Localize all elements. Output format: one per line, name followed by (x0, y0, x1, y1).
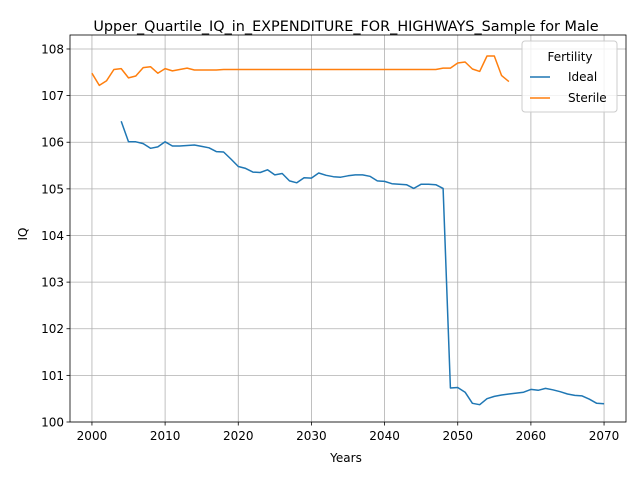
y-tick-label: 105 (41, 182, 64, 196)
y-tick-label: 102 (41, 322, 64, 336)
x-tick-label: 2000 (77, 429, 108, 443)
y-tick-label: 101 (41, 369, 64, 383)
x-tick-label: 2030 (296, 429, 327, 443)
series-line-ideal (120, 121, 605, 406)
x-tick-label: 2070 (589, 429, 620, 443)
plot-area-frame (69, 34, 627, 423)
legend: Fertility Ideal Sterile (521, 40, 618, 113)
x-axis-ticks: 2000 2010 2020 2030 2040 2050 2060 2070 (77, 422, 620, 443)
x-tick-label: 2010 (150, 429, 181, 443)
legend-box (521, 40, 618, 113)
chart-title: Upper_Quartile_IQ_in_EXPENDITURE_FOR_HIG… (93, 19, 598, 35)
x-tick-label: 2050 (442, 429, 473, 443)
y-tick-label: 106 (41, 136, 64, 150)
y-axis-ticks: 100 101 102 103 104 105 106 107 108 (41, 42, 70, 430)
x-axis-label: Years (329, 451, 362, 465)
x-tick-label: 2040 (369, 429, 400, 443)
x-tick-label: 2060 (516, 429, 547, 443)
legend-label-sterile: Sterile (568, 91, 607, 105)
y-tick-label: 100 (41, 416, 64, 430)
y-tick-label: 107 (41, 89, 64, 103)
y-tick-label: 104 (41, 229, 64, 243)
y-axis-label: IQ (16, 228, 30, 241)
legend-title: Fertility (547, 50, 592, 64)
y-tick-label: 103 (41, 276, 64, 290)
y-tick-label: 108 (41, 42, 64, 56)
data-series (91, 55, 605, 406)
series-line-sterile (91, 55, 510, 87)
legend-label-ideal: Ideal (568, 70, 597, 84)
x-tick-label: 2020 (223, 429, 254, 443)
